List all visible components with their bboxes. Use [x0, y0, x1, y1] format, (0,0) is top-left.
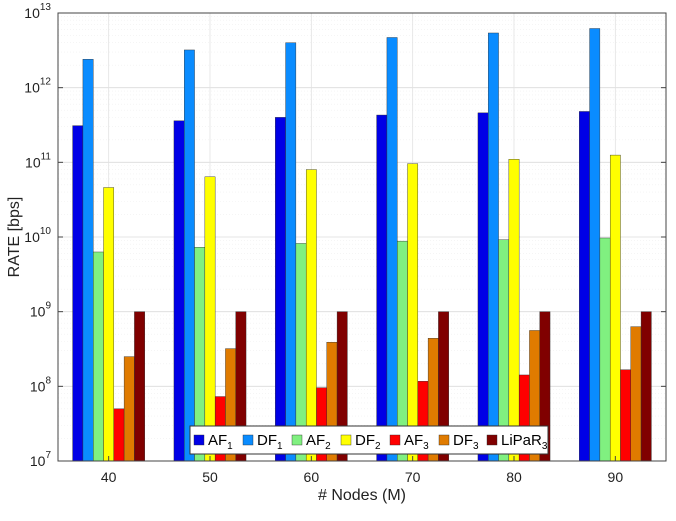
bar-df2-60 — [305, 169, 317, 462]
legend-swatch — [291, 434, 303, 446]
legend-swatch — [389, 434, 401, 446]
bar-df1-80 — [488, 32, 499, 462]
bar-af1-70 — [376, 114, 388, 462]
y-axis-label: RATE [bps] — [6, 197, 23, 278]
bar-df2-80 — [508, 159, 520, 462]
ticks-layer: 107 108 109 1010 1011 1012 1013 40 50 60 70 80 90 — [24, 2, 666, 485]
bar-af2-40 — [93, 251, 104, 462]
legend-label: LiPaR3 — [501, 432, 548, 452]
legend-label: AF3 — [404, 432, 429, 452]
y-tick-label: 1010 — [24, 226, 51, 245]
legend-swatch — [242, 434, 254, 446]
legend-swatch — [193, 434, 205, 446]
legend-swatch — [486, 434, 498, 446]
bar-af1-80 — [477, 112, 489, 462]
bar-df2-70 — [407, 163, 419, 462]
y-tick-label: 107 — [30, 450, 52, 469]
bar-df1-70 — [386, 37, 398, 462]
bar-df2-50 — [204, 176, 216, 462]
x-tick-label: 90 — [608, 469, 624, 485]
bars-layer — [72, 28, 652, 462]
x-tick-label: 50 — [202, 469, 218, 485]
bar-df2-90 — [609, 154, 621, 462]
x-axis-label: # Nodes (M) — [318, 487, 406, 504]
legend-label: AF2 — [306, 432, 331, 452]
bar-lipar3-90 — [640, 311, 652, 462]
x-tick-label: 80 — [506, 469, 522, 485]
bar-af3-40 — [113, 408, 125, 462]
bar-af1-50 — [173, 120, 185, 462]
bar-af1-90 — [579, 111, 590, 462]
legend: AF1 DF1 AF2 DF2 AF3 DF3 LiPaR3 — [189, 425, 549, 455]
bar-df2-40 — [103, 187, 115, 462]
y-tick-label: 109 — [30, 301, 52, 320]
legend-label: DF2 — [355, 432, 381, 452]
legend-label: DF3 — [453, 432, 479, 452]
bar-df1-60 — [285, 42, 297, 462]
bar-df3-40 — [123, 356, 135, 462]
x-tick-label: 40 — [101, 469, 117, 485]
bar-af2-90 — [599, 237, 611, 462]
y-tick-label: 1013 — [24, 2, 51, 21]
legend-label: AF1 — [208, 432, 233, 452]
y-tick-label: 1012 — [24, 77, 51, 96]
x-tick-label: 60 — [304, 469, 320, 485]
legend-label: DF1 — [257, 432, 283, 452]
legend-swatch — [438, 434, 450, 446]
y-tick-label: 108 — [30, 375, 52, 394]
legend-swatch — [340, 434, 352, 446]
bar-df1-40 — [82, 59, 94, 462]
y-tick-label: 1011 — [25, 151, 51, 170]
bar-df3-90 — [630, 326, 642, 462]
bar-df1-50 — [184, 49, 195, 462]
x-tick-label: 70 — [405, 469, 421, 485]
bar-df1-90 — [589, 28, 601, 462]
bar-af3-90 — [620, 369, 631, 462]
bar-af1-60 — [275, 117, 286, 462]
bar-af1-40 — [72, 125, 84, 462]
bar-lipar3-40 — [134, 311, 145, 462]
